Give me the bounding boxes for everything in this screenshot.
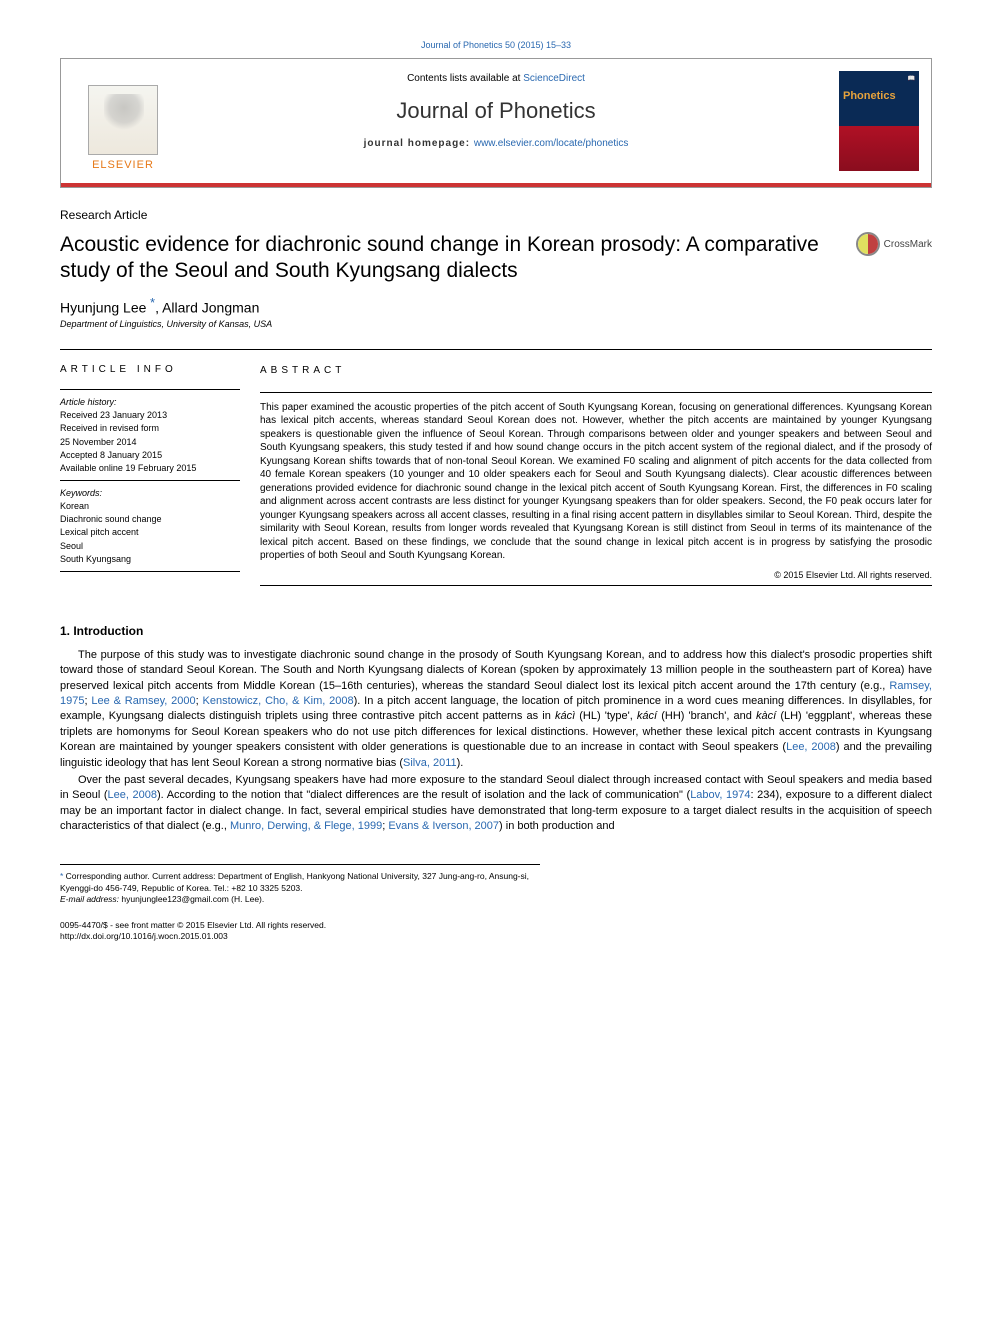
section-1-heading: 1. Introduction	[60, 624, 932, 638]
citation-link[interactable]: Lee, 2008	[786, 741, 836, 753]
contents-prefix: Contents lists available at	[407, 73, 523, 84]
homepage-url-link[interactable]: www.elsevier.com/locate/phonetics	[474, 138, 629, 149]
keyword-item: Seoul	[60, 540, 240, 552]
publisher-name: ELSEVIER	[92, 159, 154, 171]
publisher-logo: ELSEVIER	[73, 71, 173, 171]
para-text: ;	[196, 695, 203, 707]
citation-link[interactable]: Silva, 2011	[403, 757, 457, 769]
crossmark-icon	[856, 232, 880, 256]
history-revised-2: 25 November 2014	[60, 436, 240, 448]
author-2: , Allard Jongman	[155, 299, 259, 315]
contents-line: Contents lists available at ScienceDirec…	[71, 73, 921, 84]
elsevier-tree-icon	[88, 85, 158, 155]
bottom-info: 0095-4470/$ - see front matter © 2015 El…	[60, 920, 932, 942]
body-text: The purpose of this study was to investi…	[60, 648, 932, 835]
abstract-heading: ABSTRACT	[260, 364, 932, 378]
keyword-item: Lexical pitch accent	[60, 526, 240, 538]
article-info-heading: ARTICLE INFO	[60, 364, 240, 375]
header-red-bar	[61, 183, 931, 187]
keyword-item: Korean	[60, 500, 240, 512]
sciencedirect-link[interactable]: ScienceDirect	[523, 73, 585, 84]
email-address: hyunjunglee123@gmail.com (H. Lee).	[119, 894, 264, 904]
journal-name: Journal of Phonetics	[71, 98, 921, 124]
para-text: ). According to the notion that "dialect…	[157, 789, 690, 801]
article-history: Article history: Received 23 January 201…	[60, 396, 240, 474]
citation-link[interactable]: Lee & Ramsey, 2000	[91, 695, 195, 707]
example-word: kàcí	[756, 710, 776, 722]
front-matter-line: 0095-4470/$ - see front matter © 2015 El…	[60, 920, 932, 931]
article-info-col: ARTICLE INFO Article history: Received 2…	[60, 364, 260, 594]
history-revised-1: Received in revised form	[60, 422, 240, 434]
citation-link[interactable]: Kenstowicz, Cho, & Kim, 2008	[203, 695, 354, 707]
citation-link[interactable]: Munro, Derwing, & Flege, 1999	[230, 820, 382, 832]
keywords: Keywords: Korean Diachronic sound change…	[60, 487, 240, 565]
email-label: E-mail address:	[60, 894, 119, 904]
abstract-text: This paper examined the acoustic propert…	[260, 401, 932, 563]
corresponding-marker: *	[146, 295, 155, 310]
cover-title: Phonetics	[843, 90, 915, 102]
homepage-line: journal homepage: www.elsevier.com/locat…	[71, 138, 921, 149]
paragraph-2: Over the past several decades, Kyungsang…	[60, 773, 932, 835]
footnotes: * Corresponding author. Current address:…	[60, 864, 540, 905]
citation-link[interactable]: Lee, 2008	[108, 789, 157, 801]
example-word: kácí	[637, 710, 657, 722]
authors: Hyunjung Lee *, Allard Jongman	[60, 295, 932, 316]
history-online: Available online 19 February 2015	[60, 462, 240, 474]
abstract-col: ABSTRACT This paper examined the acousti…	[260, 364, 932, 594]
para-text: The purpose of this study was to investi…	[60, 649, 932, 692]
keyword-item: South Kyungsang	[60, 553, 240, 565]
journal-header: ELSEVIER Contents lists available at Sci…	[60, 58, 932, 188]
crossmark-badge[interactable]: CrossMark	[856, 232, 932, 256]
citation-link[interactable]: Evans & Iverson, 2007	[388, 820, 499, 832]
affiliation: Department of Linguistics, University of…	[60, 319, 932, 329]
keywords-label: Keywords:	[60, 487, 240, 499]
article-title: Acoustic evidence for diachronic sound c…	[60, 232, 856, 285]
citation-link[interactable]: Labov, 1974	[690, 789, 750, 801]
email-footnote: E-mail address: hyunjunglee123@gmail.com…	[60, 894, 540, 905]
footnote-text: Corresponding author. Current address: D…	[60, 871, 529, 892]
crossmark-label: CrossMark	[884, 239, 932, 250]
para-text: ).	[457, 757, 464, 769]
example-word: kácì	[555, 710, 575, 722]
corresponding-footnote: * Corresponding author. Current address:…	[60, 871, 540, 894]
article-type: Research Article	[60, 208, 932, 222]
keyword-item: Diachronic sound change	[60, 513, 240, 525]
para-text: ) in both production and	[499, 820, 615, 832]
para-text: (HH) 'branch', and	[657, 710, 756, 722]
journal-cover-thumbnail: 📖 Phonetics	[839, 71, 919, 171]
top-citation: Journal of Phonetics 50 (2015) 15–33	[60, 40, 932, 50]
homepage-label: journal homepage:	[364, 138, 474, 149]
doi-line: http://dx.doi.org/10.1016/j.wocn.2015.01…	[60, 931, 932, 942]
history-label: Article history:	[60, 396, 240, 408]
author-1: Hyunjung Lee	[60, 299, 146, 315]
paragraph-1: The purpose of this study was to investi…	[60, 648, 932, 771]
abstract-copyright: © 2015 Elsevier Ltd. All rights reserved…	[260, 569, 932, 581]
history-accepted: Accepted 8 January 2015	[60, 449, 240, 461]
para-text: (HL) 'type',	[575, 710, 637, 722]
history-received: Received 23 January 2013	[60, 409, 240, 421]
